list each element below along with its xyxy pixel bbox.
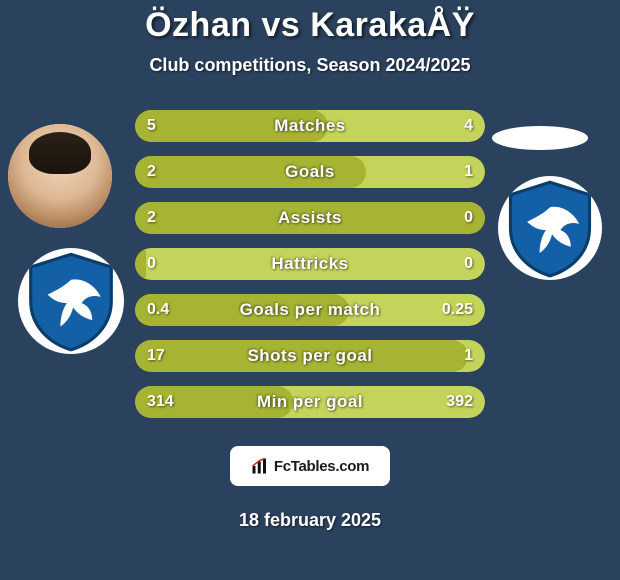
stat-bar: 21Goals [135, 156, 485, 188]
stat-bar-overlay [135, 110, 328, 142]
stat-bar-overlay [135, 248, 146, 280]
club-shield-left [18, 248, 124, 354]
fctables-logo-card: FcTables.com [230, 446, 390, 486]
oval-shape-right [492, 126, 588, 150]
page-subtitle: Club competitions, Season 2024/2025 [149, 55, 470, 76]
player-face-placeholder [8, 124, 112, 228]
stat-right-value: 1 [464, 340, 473, 372]
stat-bar-overlay [135, 202, 485, 234]
logo-text: FcTables.com [274, 458, 369, 475]
stat-bar-overlay [135, 340, 468, 372]
stat-left-value: 2 [147, 156, 156, 188]
stat-left-value: 0.4 [147, 294, 169, 326]
stat-left-value: 2 [147, 202, 156, 234]
stat-bar: 314392Min per goal [135, 386, 485, 418]
stat-right-value: 392 [446, 386, 473, 418]
shield-icon [18, 248, 124, 354]
stat-right-value: 0 [464, 202, 473, 234]
stat-bar: 171Shots per goal [135, 340, 485, 372]
stat-right-value: 0.25 [442, 294, 473, 326]
stat-left-value: 0 [147, 248, 156, 280]
player-avatar-left [8, 124, 112, 228]
stat-bar: 20Assists [135, 202, 485, 234]
stat-bar: 54Matches [135, 110, 485, 142]
club-shield-right [498, 176, 602, 280]
stat-right-value: 4 [464, 110, 473, 142]
stat-bar: 0.40.25Goals per match [135, 294, 485, 326]
footer-date: 18 february 2025 [239, 510, 381, 531]
stat-bar: 00Hattricks [135, 248, 485, 280]
stat-left-value: 314 [147, 386, 174, 418]
stat-left-value: 5 [147, 110, 156, 142]
stat-right-value: 1 [464, 156, 473, 188]
shield-icon [498, 176, 602, 280]
stat-bar-base [135, 248, 485, 280]
stat-left-value: 17 [147, 340, 165, 372]
page-title: Özhan vs KarakaÅŸ [145, 6, 475, 45]
stat-bars: 54Matches21Goals20Assists00Hattricks0.40… [135, 110, 485, 418]
stat-right-value: 0 [464, 248, 473, 280]
bar-chart-icon [251, 457, 269, 475]
content-root: Özhan vs KarakaÅŸ Club competitions, Sea… [0, 0, 620, 580]
stat-bar-overlay [135, 156, 366, 188]
